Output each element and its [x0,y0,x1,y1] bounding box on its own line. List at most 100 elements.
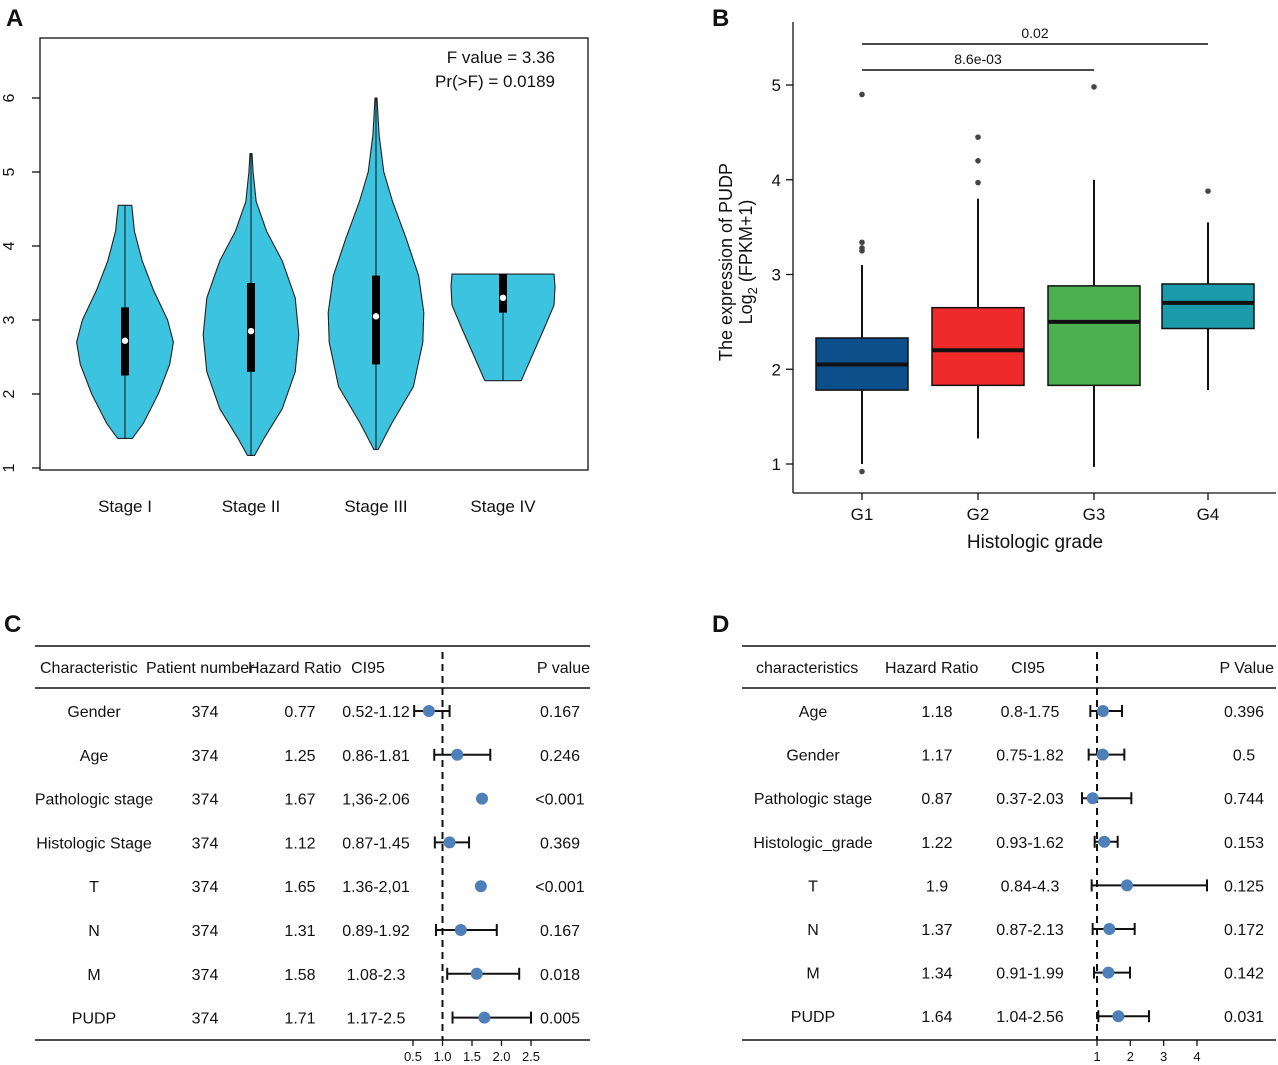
y-tick-label: 1 [772,455,781,474]
table-cell-ci: 0.87-2.13 [996,922,1064,939]
x-tick-label: 2.0 [492,1049,510,1064]
table-cell-p: <0.001 [535,792,584,809]
table-cell-hr: 1.71 [284,1011,315,1028]
table-header-cell: characteristics [756,660,858,677]
table-cell-name: Age [80,748,109,765]
table-cell-hr: 1.65 [284,879,315,896]
table-cell-ci: 0.75-1.82 [996,748,1064,765]
table-cell-hr: 1.25 [284,748,315,765]
table-cell-n: 374 [192,704,219,721]
table-cell-hr: 1.58 [284,967,315,984]
table-cell-p: 0.018 [540,967,580,984]
y-tick-label: 1 [1,463,18,472]
table-cell-hr: 1.67 [284,792,315,809]
table-cell-hr: 0.87 [921,791,952,808]
box-outlier-point [859,245,865,251]
table-cell-ci: 1,36-2.06 [342,792,410,809]
panel-a-violin-chart: A 1 2 3 4 5 6 Stage I Stage II Stage III Stage IV F… [1,5,589,516]
table-header-cell: Patient number [146,660,255,677]
panel-label-c: C [4,611,21,638]
table-cell-name: T [808,878,818,895]
y-axis-label-sub: 2 [745,287,760,294]
table-cell-ci: 0.93-1.62 [996,835,1064,852]
table-cell-ci: 0.8-1.75 [1001,704,1060,721]
x-tick-label: Stage II [222,497,281,516]
hr-estimate-point [1102,966,1115,979]
table-cell-n: 374 [192,748,219,765]
table-cell-name: Pathologic stage [754,791,872,808]
box-outlier-point [975,134,981,140]
table-cell-name: M [87,967,100,984]
table-cell-ci: 1.04-2.56 [996,1009,1064,1026]
panel-label-a: A [6,5,23,32]
table-cell-name: Age [799,704,828,721]
y-tick-label: 5 [1,167,18,176]
table-cell-p: 0.125 [1224,878,1264,895]
violin-iqr-box [372,275,380,365]
table-header-cell: CI95 [351,660,385,677]
box-outlier-point [975,158,981,164]
hr-estimate-point [1096,748,1109,761]
y-axis-label-fpkm: (FPKM+1) [736,200,756,288]
table-cell-p: 0.396 [1224,704,1264,721]
table-cell-hr: 1.12 [284,835,315,852]
table-cell-p: 0.142 [1224,966,1264,983]
y-tick-label: 3 [1,315,18,324]
x-tick-label: 2.5 [522,1049,540,1064]
table-cell-ci: 1.17-2.5 [347,1011,406,1028]
table-cell-n: 374 [192,923,219,940]
box-iqr [1047,285,1141,387]
table-cell-hr: 1.22 [921,835,952,852]
table-cell-n: 374 [192,792,219,809]
x-tick-label: G1 [851,505,874,524]
table-cell-hr: 0.77 [284,704,315,721]
table-cell-ci: 0.86-1.81 [342,748,410,765]
table-cell-ci: 0.87-1.45 [342,835,410,852]
table-cell-hr: 1.9 [926,878,948,895]
y-axis-label-unit: Log2 (FPKM+1) [736,200,760,325]
annotation-f-value: F value = 3.36 [447,48,555,67]
table-cell-ci: 0.37-2.03 [996,791,1064,808]
x-tick-label: Stage IV [470,497,536,516]
x-tick-label: 1.5 [463,1049,481,1064]
table-cell-p: 0.5 [1233,748,1255,765]
table-cell-ci: 1.08-2.3 [347,967,406,984]
table-cell-n: 374 [192,835,219,852]
table-cell-name: Gender [67,704,121,721]
table-cell-n: 374 [192,879,219,896]
table-cell-hr: 1.37 [921,922,952,939]
violin-iqr-box [247,283,255,372]
x-tick-label: 1.0 [433,1049,451,1064]
violin-median-dot [121,337,129,344]
box-outlier-point [1091,84,1097,90]
table-cell-name: PUDP [72,1011,116,1028]
panel-label-b: B [712,5,729,32]
table-cell-p: 0.744 [1224,791,1264,808]
hr-estimate-point [451,748,464,761]
table-cell-ci: 0.52-1.12 [342,704,410,721]
x-tick-label: G2 [967,505,990,524]
table-cell-name: N [807,922,819,939]
y-tick-label: 5 [772,76,781,95]
box-outlier-point [859,239,865,246]
table-header-cell: P value [537,660,590,677]
table-header-cell: Hazard Ratio [885,660,978,677]
hr-estimate-point [443,836,456,849]
table-cell-name: M [806,966,819,983]
table-cell-n: 374 [192,1011,219,1028]
table-cell-p: 0.167 [540,923,580,940]
box-iqr [931,306,1025,387]
table-cell-p: 0.167 [540,704,580,721]
x-tick-label: 2 [1127,1049,1134,1064]
hr-estimate-point [474,880,487,893]
violin-median-dot [247,327,255,335]
table-cell-ci: 0.84-4.3 [1001,878,1060,895]
table-header-cell: CI95 [1011,660,1045,677]
box-iqr [1161,283,1255,330]
plot-frame [39,37,589,471]
x-axis-label: Histologic grade [967,532,1103,553]
y-axis-label: The expression of PUDP [716,163,736,361]
hr-estimate-point [1098,835,1111,848]
